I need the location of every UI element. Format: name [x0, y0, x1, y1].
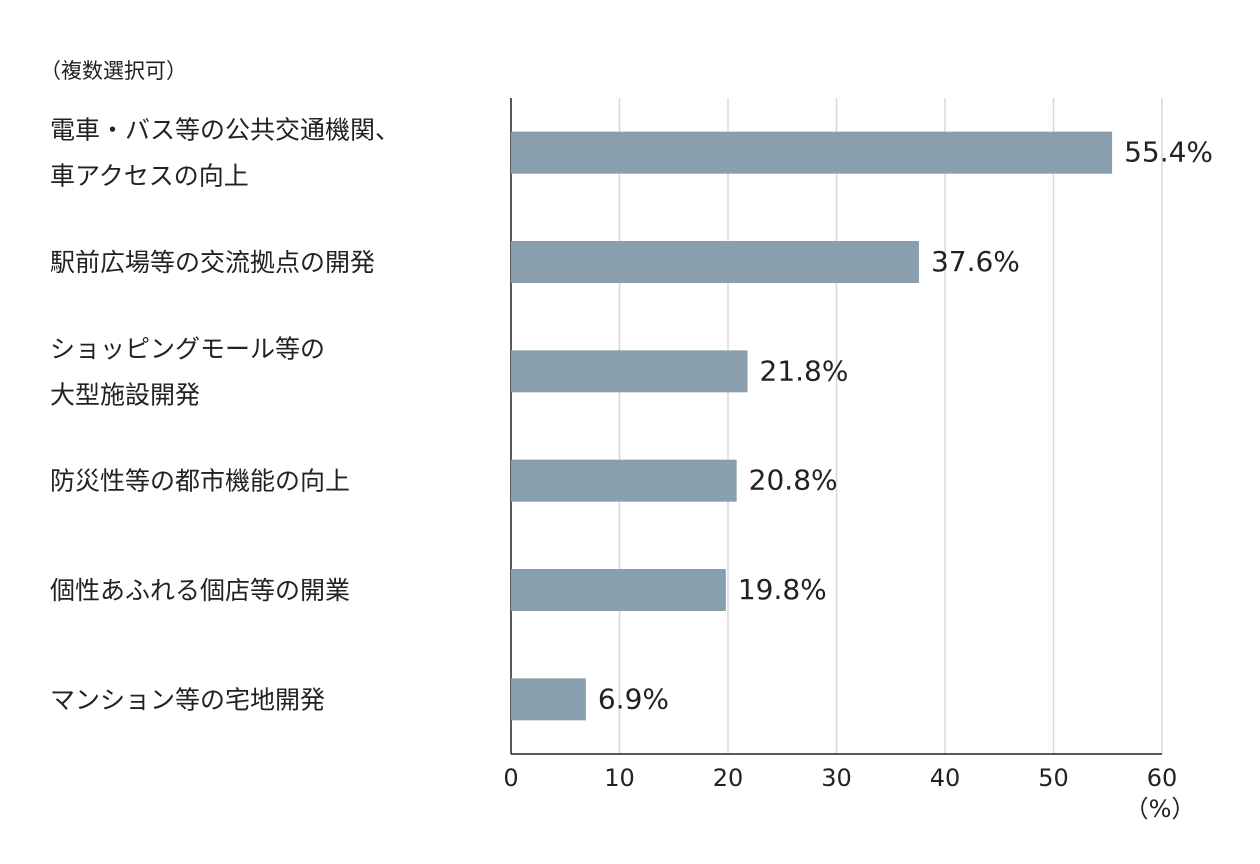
x-tick-label: 0 [503, 764, 518, 792]
value-label: 37.6% [931, 245, 1020, 278]
x-tick-label: 60 [1147, 764, 1178, 792]
value-label: 21.8% [760, 354, 849, 387]
x-tick-label: 30 [821, 764, 852, 792]
bar [511, 131, 1113, 174]
value-label: 19.8% [738, 573, 827, 606]
value-label: 55.4% [1124, 136, 1213, 169]
x-tick-label: 10 [604, 764, 635, 792]
y-tick-label: ショッピングモール等の [50, 334, 325, 363]
value-label: 20.8% [749, 464, 838, 497]
y-tick-label: マンション等の宅地開発 [50, 685, 325, 714]
y-tick-label: 車アクセスの向上 [50, 162, 249, 191]
bar [511, 459, 737, 502]
bar [511, 678, 586, 721]
value-label: 6.9% [598, 682, 669, 715]
x-tick-label: 20 [713, 764, 744, 792]
bar [511, 569, 726, 611]
bar [511, 241, 919, 283]
x-tick-label: 50 [1038, 764, 1069, 792]
bar [511, 350, 748, 393]
chart-subtitle: （複数選択可） [40, 59, 187, 83]
y-tick-label: 駅前広場等の交流拠点の開発 [50, 248, 375, 277]
x-axis-label: （%） [1125, 795, 1196, 823]
y-tick-label: 防災性等の都市機能の向上 [50, 467, 350, 496]
y-tick-label: 大型施設開発 [50, 380, 200, 409]
x-tick-label: 40 [930, 764, 961, 792]
y-tick-label: 電車・バス等の公共交通機関、 [50, 116, 400, 145]
y-tick-label: 個性あふれる個店等の開業 [50, 576, 350, 605]
